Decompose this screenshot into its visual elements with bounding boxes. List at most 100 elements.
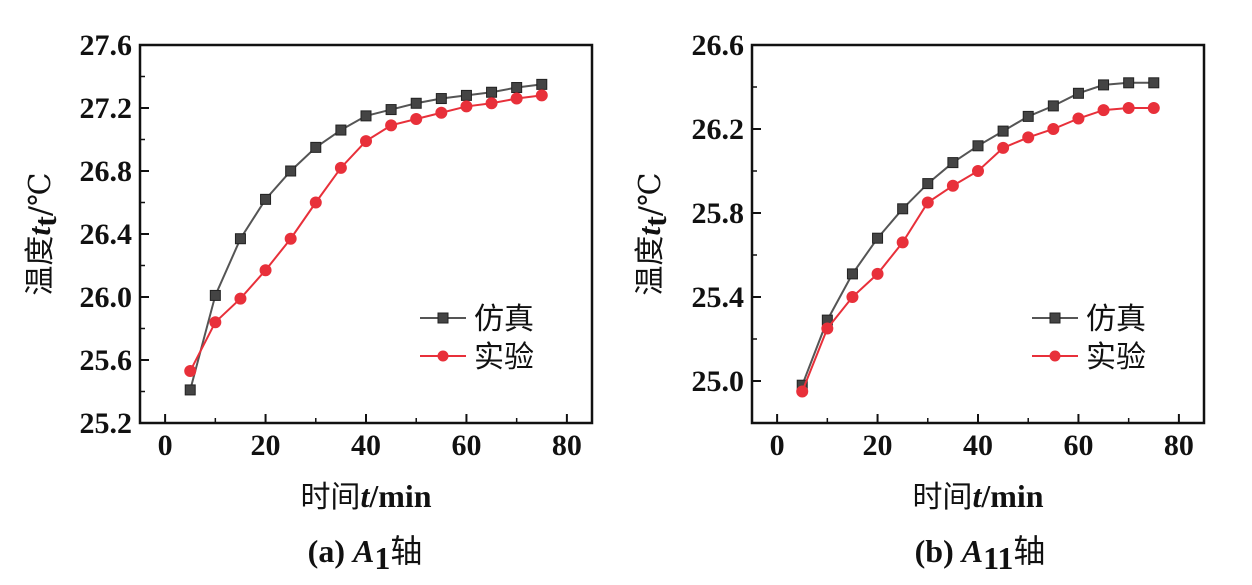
data-point-simulation xyxy=(1098,79,1110,91)
y-tick-label: 25.6 xyxy=(80,344,133,377)
y-tick-label: 26.0 xyxy=(80,281,133,314)
y-tick-label: 25.2 xyxy=(80,407,133,440)
data-point-experiment xyxy=(460,100,473,113)
x-axis-title-cjk: 时间 xyxy=(300,480,360,515)
y-axis-title-var: t xyxy=(21,226,57,236)
data-point-experiment xyxy=(510,92,523,105)
data-point-experiment xyxy=(410,113,423,126)
data-point-simulation xyxy=(1022,110,1034,122)
panel-caption: (a) A1轴 xyxy=(308,532,423,576)
data-point-simulation xyxy=(184,384,196,396)
y-tick-label: 25.8 xyxy=(692,197,745,230)
data-point-experiment xyxy=(435,106,448,119)
data-point-simulation xyxy=(922,178,934,190)
data-point-experiment xyxy=(1122,102,1135,114)
data-point-experiment xyxy=(846,291,859,303)
data-point-simulation xyxy=(897,203,909,215)
y-axis-title-cjk: 温度 xyxy=(633,236,668,296)
caption-suffix: 轴 xyxy=(1013,532,1045,570)
data-point-experiment xyxy=(921,196,934,209)
x-tick-label: 20 xyxy=(863,429,893,462)
data-point-experiment xyxy=(334,161,347,174)
y-axis-title-cjk: 温度 xyxy=(23,236,58,296)
data-point-simulation xyxy=(1072,87,1084,99)
caption-prefix: (b) xyxy=(915,533,962,569)
y-axis-title-unit: /℃ xyxy=(23,172,58,216)
y-tick-label: 27.2 xyxy=(80,92,133,125)
data-point-experiment xyxy=(1147,102,1160,114)
x-axis-title-var: t xyxy=(972,478,982,514)
y-axis-title: 温度tt/℃ xyxy=(21,172,63,295)
data-point-experiment xyxy=(284,232,297,245)
y-tick-label: 25.4 xyxy=(692,281,745,314)
data-point-experiment xyxy=(946,179,959,192)
data-point-simulation xyxy=(511,82,523,94)
data-point-experiment xyxy=(535,89,548,102)
legend-marker-square xyxy=(1049,312,1061,324)
x-tick-label: 0 xyxy=(770,429,785,462)
x-axis-title-unit: /min xyxy=(368,478,431,514)
x-axis-title: 时间t/min xyxy=(300,478,431,515)
data-point-experiment xyxy=(796,385,809,398)
data-point-simulation xyxy=(310,141,322,153)
x-axis-title: 时间t/min xyxy=(912,478,1043,515)
caption-var: A xyxy=(351,533,374,569)
data-point-simulation xyxy=(536,78,548,90)
data-point-experiment xyxy=(1072,112,1085,125)
legend-label: 实验 xyxy=(1086,340,1146,375)
chart-panel-b: 0 20 40 60 8025.025.425.826.226.6仿真实验时间t/min… xyxy=(631,29,1206,576)
legend-label: 仿真 xyxy=(474,302,534,337)
y-axis-title-sub: t xyxy=(637,216,673,227)
data-point-simulation xyxy=(972,140,984,152)
legend-label: 仿真 xyxy=(1086,302,1146,337)
data-point-experiment xyxy=(385,119,398,132)
x-tick-label: 20 xyxy=(251,429,281,462)
x-axis-title-var: t xyxy=(360,478,370,514)
y-axis-title-unit: /℃ xyxy=(633,172,668,216)
y-tick-label: 25.0 xyxy=(692,365,745,398)
y-tick-label: 26.6 xyxy=(692,29,745,62)
y-axis-title: 温度tt/℃ xyxy=(631,172,673,295)
caption-var: A xyxy=(960,533,983,569)
data-point-simulation xyxy=(486,86,498,98)
data-point-experiment xyxy=(309,196,322,209)
data-point-simulation xyxy=(234,233,246,245)
data-point-simulation xyxy=(947,157,959,169)
y-tick-label: 26.8 xyxy=(80,155,133,188)
y-axis-title-sub: t xyxy=(27,216,63,227)
data-point-experiment xyxy=(259,264,272,277)
y-tick-label: 26.4 xyxy=(80,218,133,251)
data-point-simulation xyxy=(997,125,1009,137)
legend-label: 实验 xyxy=(474,340,534,375)
x-tick-label: 80 xyxy=(552,429,582,462)
data-point-simulation xyxy=(1148,77,1160,89)
x-tick-label: 0 xyxy=(158,429,173,462)
data-point-experiment xyxy=(234,292,247,305)
data-point-simulation xyxy=(360,110,372,122)
y-tick-label: 27.6 xyxy=(80,29,133,62)
data-point-experiment xyxy=(1097,104,1110,117)
data-point-experiment xyxy=(184,365,197,378)
data-point-experiment xyxy=(972,165,984,177)
data-point-simulation xyxy=(460,89,472,101)
legend-marker-circle xyxy=(1049,350,1061,362)
data-point-experiment xyxy=(209,316,222,329)
x-tick-label: 40 xyxy=(351,429,381,462)
data-point-simulation xyxy=(435,93,447,105)
data-point-simulation xyxy=(335,124,347,136)
data-point-simulation xyxy=(1123,77,1135,89)
data-point-simulation xyxy=(872,232,884,244)
caption-sub: 11 xyxy=(983,540,1013,576)
data-point-experiment xyxy=(1022,131,1035,144)
caption-suffix: 轴 xyxy=(390,532,422,570)
data-point-simulation xyxy=(846,268,858,280)
x-tick-label: 60 xyxy=(451,429,481,462)
legend-marker-circle xyxy=(437,350,449,362)
y-axis-title-var: t xyxy=(631,226,667,236)
y-tick-label: 26.2 xyxy=(692,113,745,146)
data-point-simulation xyxy=(410,97,422,109)
data-point-experiment xyxy=(997,141,1010,154)
